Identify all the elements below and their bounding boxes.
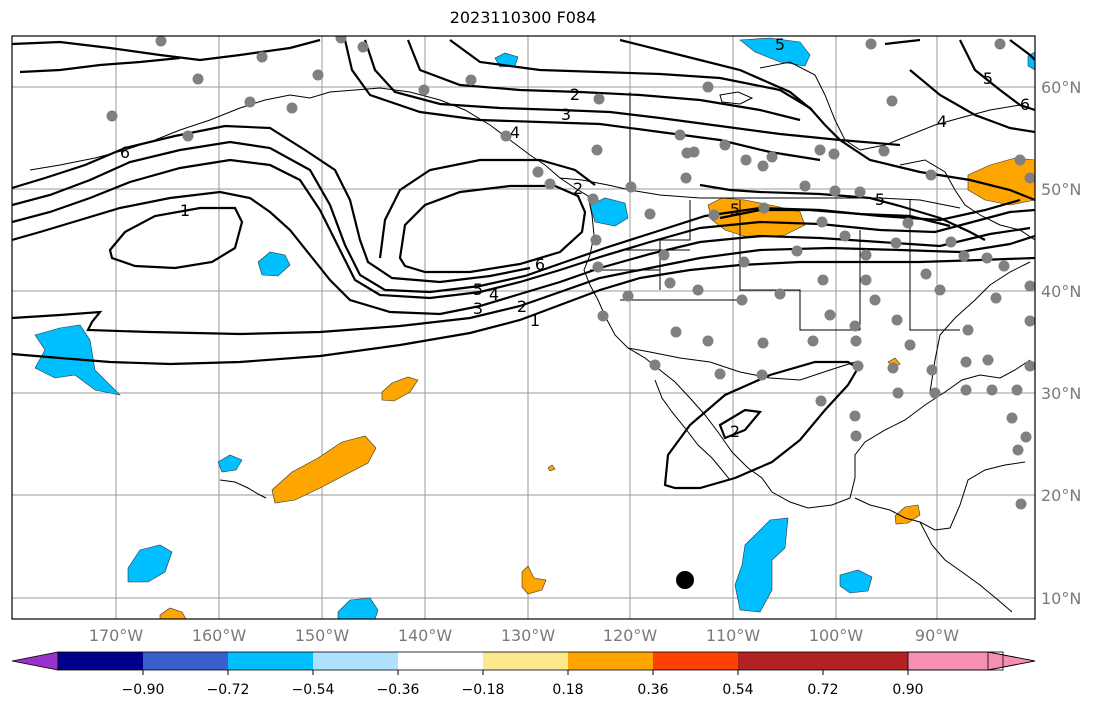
contour-label: 5 xyxy=(983,69,993,88)
lon-label: 130°W xyxy=(501,626,556,645)
lon-label: 170°W xyxy=(89,626,144,645)
map-frame xyxy=(11,35,1036,620)
colorbar-segment xyxy=(738,652,823,670)
lat-label: 40°N xyxy=(1041,282,1081,301)
lat-label: 10°N xyxy=(1041,589,1081,608)
contour-label: 6 xyxy=(1020,95,1030,114)
lon-label: 160°W xyxy=(192,626,247,645)
lon-label: 110°W xyxy=(706,626,761,645)
colorbar-extend-min xyxy=(11,651,59,671)
contour-lines xyxy=(12,38,1035,490)
contour-label: 5 xyxy=(775,35,785,54)
colorbar-tick-label: −0.90 xyxy=(122,682,165,698)
contour-label: 1 xyxy=(530,311,540,330)
colorbar-segment xyxy=(58,652,143,670)
colorbar-extend-max xyxy=(823,652,908,670)
contour-label: 6 xyxy=(535,255,545,274)
map-area: 1 2 3 4 5 6 1 2 3 4 5 6 2 5 6 5 4 5 2 xyxy=(12,35,1035,619)
contour-label: 2 xyxy=(570,85,580,104)
colorbar-segment xyxy=(143,652,228,670)
colorbar-segment xyxy=(568,652,653,670)
colorbar-tick-label: 0.72 xyxy=(807,682,838,698)
latitude-labels: 60°N 50°N 40°N 30°N 20°N 10°N xyxy=(1041,78,1081,608)
colorbar-extend-max-tip xyxy=(907,651,1036,671)
contour-label: 1 xyxy=(180,201,190,220)
negative-anomaly-areas xyxy=(34,37,1035,619)
contour-label: 2 xyxy=(517,297,527,316)
lon-label: 140°W xyxy=(398,626,453,645)
longitude-labels: 170°W 160°W 150°W 140°W 130°W 120°W 110°… xyxy=(89,626,959,645)
lon-label: 150°W xyxy=(295,626,350,645)
colorbar-segment xyxy=(483,652,568,670)
colorbar-tick-label: −0.72 xyxy=(207,682,250,698)
contour-label: 5 xyxy=(730,200,740,219)
colorbar-tick-label: 0.36 xyxy=(637,682,668,698)
lon-label: 90°W xyxy=(915,626,959,645)
colorbar-tick-label: 0.90 xyxy=(892,682,923,698)
contour-label: 2 xyxy=(573,179,583,198)
colorbar-tick-label: −0.36 xyxy=(377,682,420,698)
colorbar-tick-label: 0.18 xyxy=(552,682,583,698)
contour-label: 4 xyxy=(937,112,947,131)
contour-label-group: 1 2 3 4 5 6 1 2 3 4 5 6 2 5 6 5 4 5 2 xyxy=(120,35,1030,441)
lon-label: 100°W xyxy=(809,626,864,645)
contour-label: 3 xyxy=(561,105,571,124)
lon-label: 120°W xyxy=(603,626,658,645)
colorbar-tick-label: −0.18 xyxy=(462,682,505,698)
lat-label: 50°N xyxy=(1041,180,1081,199)
colorbar-segment xyxy=(653,652,738,670)
lat-label: 60°N xyxy=(1041,78,1081,97)
contour-label: 2 xyxy=(730,422,740,441)
colorbar-segment xyxy=(228,652,313,670)
station-markers xyxy=(106,36,1035,510)
contour-label: 3 xyxy=(473,299,483,318)
colorbar-segment xyxy=(398,652,483,670)
lat-label: 30°N xyxy=(1041,384,1081,403)
contour-label: 5 xyxy=(875,190,885,209)
map-title: 2023110300 F084 xyxy=(449,8,597,27)
colorbar-tick-label: 0.54 xyxy=(722,682,753,698)
contour-label: 4 xyxy=(510,123,520,142)
contour-label: 4 xyxy=(489,285,499,304)
colorbar: −0.90 −0.72 −0.54 −0.36 −0.18 0.18 0.36 … xyxy=(11,651,1036,698)
black-marker xyxy=(676,571,694,589)
contour-label: 6 xyxy=(120,143,130,162)
colorbar-tick-label: −0.54 xyxy=(292,682,335,698)
contour-label: 5 xyxy=(473,280,483,299)
colorbar-segment xyxy=(313,652,398,670)
lat-label: 20°N xyxy=(1041,486,1081,505)
